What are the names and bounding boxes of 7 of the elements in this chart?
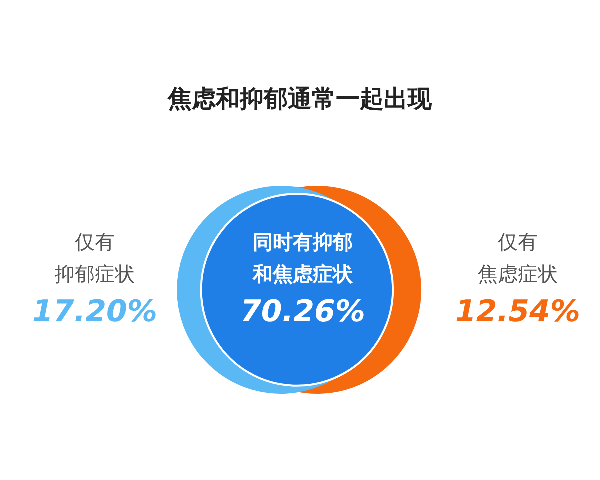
data-label: 70.26% — [240, 294, 366, 330]
data-label: 17.20% — [32, 294, 158, 330]
category-label: 仅有焦虑症状 — [478, 230, 558, 286]
text: 焦虑和抑郁通常一起出现 — [167, 85, 433, 113]
category-label: 仅有抑郁症状 — [55, 230, 135, 286]
category-label: 同时有抑郁和焦虑症状 — [252, 230, 354, 286]
data-label: 12.54% — [456, 294, 580, 330]
